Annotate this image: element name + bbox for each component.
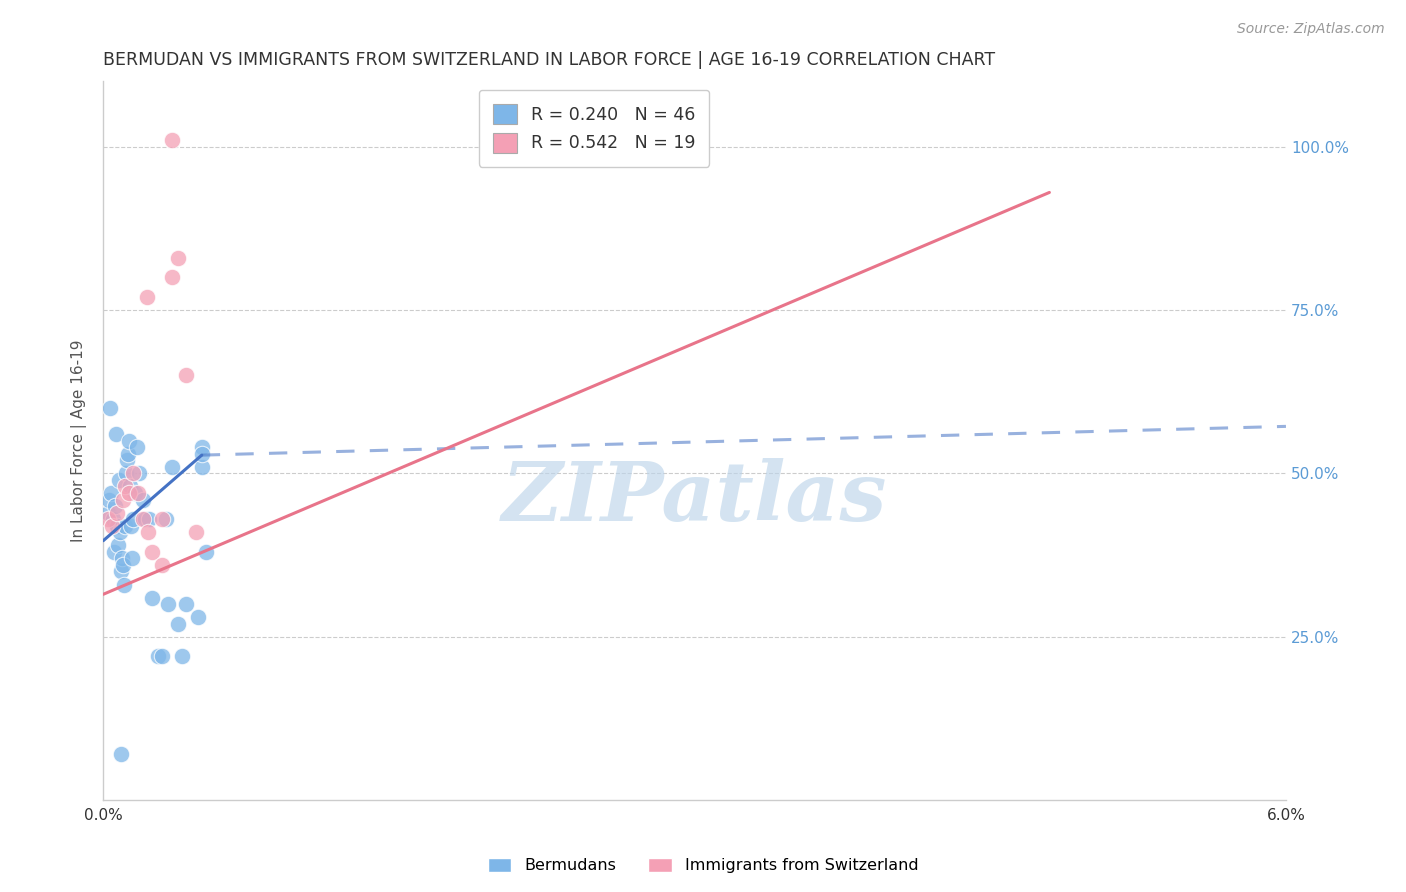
Point (100, 486, 122, 500)
Point (117, 447, 139, 461)
Point (105, 506, 128, 520)
Point (98, 492, 121, 507)
Point (114, 479, 136, 493)
Y-axis label: In Labor Force | Age 16-19: In Labor Force | Age 16-19 (72, 340, 87, 542)
Point (141, 591, 163, 605)
Point (104, 499, 127, 513)
Point (111, 558, 134, 572)
Point (125, 440, 148, 454)
Point (112, 577, 135, 591)
Point (118, 479, 141, 493)
Point (174, 597, 197, 611)
Point (120, 518, 142, 533)
Point (187, 610, 209, 624)
Point (118, 434, 141, 448)
Point (98, 401, 121, 415)
Point (167, 251, 190, 265)
Point (134, 512, 156, 526)
Point (160, 133, 183, 147)
Point (184, 525, 207, 540)
Point (114, 518, 136, 533)
Point (160, 270, 183, 285)
Point (121, 512, 143, 526)
Point (115, 467, 138, 481)
Point (150, 512, 173, 526)
Point (111, 551, 134, 566)
Point (105, 427, 128, 442)
Point (191, 459, 214, 474)
Point (136, 525, 159, 540)
Point (138, 512, 160, 526)
Point (97, 506, 120, 520)
Point (107, 538, 129, 552)
Legend: Bermudans, Immigrants from Switzerland: Bermudans, Immigrants from Switzerland (481, 851, 925, 880)
Point (103, 545, 125, 559)
Legend: R = 0.240   N = 46, R = 0.542   N = 19: R = 0.240 N = 46, R = 0.542 N = 19 (479, 90, 709, 167)
Point (131, 512, 153, 526)
Point (191, 447, 214, 461)
Point (191, 440, 214, 454)
Point (128, 467, 150, 481)
Point (155, 512, 177, 526)
Point (194, 545, 217, 559)
Text: Source: ZipAtlas.com: Source: ZipAtlas.com (1237, 22, 1385, 37)
Point (108, 525, 131, 540)
Point (121, 551, 143, 566)
Point (135, 290, 157, 304)
Point (97, 512, 120, 526)
Point (105, 518, 128, 533)
Point (141, 545, 163, 559)
Point (111, 492, 134, 507)
Point (131, 492, 153, 507)
Point (121, 467, 143, 481)
Point (170, 649, 193, 664)
Point (160, 459, 183, 474)
Point (108, 473, 131, 487)
Point (101, 518, 124, 533)
Point (148, 649, 170, 664)
Point (110, 747, 132, 762)
Point (150, 558, 173, 572)
Point (127, 486, 149, 500)
Text: ZIPatlas: ZIPatlas (502, 458, 887, 538)
Point (115, 453, 138, 467)
Point (157, 597, 180, 611)
Text: BERMUDAN VS IMMIGRANTS FROM SWITZERLAND IN LABOR FORCE | AGE 16-19 CORRELATION C: BERMUDAN VS IMMIGRANTS FROM SWITZERLAND … (103, 51, 995, 69)
Point (124, 486, 146, 500)
Point (118, 486, 141, 500)
Point (101, 512, 124, 526)
Point (150, 649, 173, 664)
Point (174, 368, 197, 383)
Point (110, 565, 132, 579)
Point (167, 616, 190, 631)
